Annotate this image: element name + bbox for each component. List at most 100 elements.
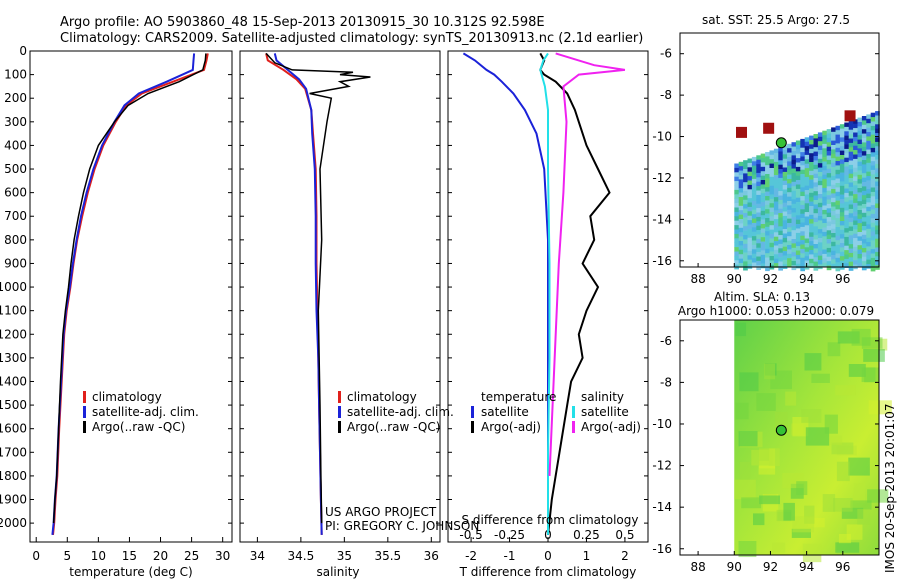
sst-cell bbox=[760, 250, 766, 256]
sst-cell bbox=[875, 181, 880, 187]
sst-cell bbox=[844, 250, 849, 255]
sst-cell bbox=[760, 175, 766, 181]
sst-cell bbox=[751, 174, 757, 180]
sst-cell bbox=[800, 231, 805, 236]
sst-cell bbox=[782, 185, 788, 190]
sst-cell bbox=[826, 181, 832, 187]
sst-cell bbox=[743, 235, 748, 240]
sst-cell bbox=[839, 251, 845, 257]
sst-cell bbox=[866, 123, 871, 128]
sst-cell bbox=[809, 197, 814, 202]
sst-cell bbox=[791, 195, 797, 200]
sst-cell bbox=[835, 231, 841, 237]
sst-cell bbox=[778, 199, 783, 205]
sst-cell bbox=[866, 145, 871, 150]
x-tick-label: 36 bbox=[424, 549, 439, 563]
sst-cell bbox=[760, 180, 766, 185]
sst-cell bbox=[795, 228, 801, 234]
sst-cell bbox=[835, 244, 841, 250]
sst-cell bbox=[822, 157, 827, 162]
difference-lines bbox=[462, 52, 626, 536]
sst-cell bbox=[857, 262, 863, 268]
sst-cell bbox=[875, 133, 880, 138]
sla-patch bbox=[735, 322, 747, 337]
sst-cell bbox=[817, 158, 823, 164]
sst-cell bbox=[778, 208, 783, 214]
sst-cell bbox=[760, 158, 766, 163]
y-tick-label: 300 bbox=[4, 115, 27, 129]
sst-cell bbox=[787, 205, 792, 211]
sst-cell bbox=[866, 136, 871, 142]
legend-label-argo: Argo(..raw -QC) bbox=[347, 420, 440, 434]
map-y-tick-label: -12 bbox=[652, 459, 672, 473]
sst-cell bbox=[765, 213, 770, 219]
map-y-tick-label: -16 bbox=[652, 254, 672, 268]
sst-cell bbox=[853, 202, 858, 208]
sst-cell bbox=[870, 222, 876, 228]
sst-cell bbox=[835, 187, 841, 193]
sst-cell bbox=[835, 266, 841, 272]
sst-cell bbox=[839, 133, 845, 138]
series-line bbox=[52, 53, 207, 524]
sst-cell bbox=[747, 171, 753, 177]
sst-cell bbox=[831, 131, 836, 137]
header-title: Argo profile: AO 5903860_48 15-Sep-2013 … bbox=[60, 15, 545, 30]
sst-cell bbox=[826, 212, 832, 218]
y-tick-label: 600 bbox=[4, 186, 27, 200]
sst-cell bbox=[795, 153, 801, 159]
sst-cell bbox=[800, 209, 805, 214]
sst-cell bbox=[756, 155, 761, 160]
y-tick-label: 200 bbox=[4, 91, 27, 105]
sst-cell bbox=[751, 253, 757, 259]
sst-cell bbox=[778, 186, 783, 192]
sst-cell bbox=[839, 168, 845, 173]
sst-cell bbox=[760, 259, 766, 264]
sst-cell bbox=[870, 183, 876, 188]
sst-cell bbox=[826, 265, 832, 271]
sst-cell bbox=[804, 168, 810, 173]
sst-cell bbox=[861, 221, 867, 227]
sst-cell bbox=[769, 203, 775, 208]
sst-cell bbox=[835, 183, 841, 188]
sst-cell bbox=[778, 239, 783, 245]
sst-cell bbox=[765, 266, 770, 272]
sst-cell bbox=[769, 154, 775, 160]
sst-cell bbox=[751, 209, 757, 215]
sst-cell bbox=[778, 221, 783, 227]
sst-cell bbox=[857, 161, 863, 167]
sst-cell bbox=[835, 125, 841, 131]
sla-patch bbox=[735, 402, 749, 420]
sla-patch bbox=[811, 373, 830, 383]
sst-cell bbox=[760, 215, 766, 220]
sst-cell bbox=[853, 185, 858, 190]
sst-cell bbox=[804, 163, 810, 169]
sst-cell bbox=[848, 147, 854, 152]
sst-cell bbox=[839, 137, 845, 143]
x-tick-label: 5 bbox=[63, 549, 71, 563]
sst-cell bbox=[857, 130, 863, 136]
sst-cell bbox=[866, 255, 871, 260]
sst-cell bbox=[875, 141, 880, 147]
sla-patch bbox=[807, 518, 825, 528]
sst-cell bbox=[875, 128, 880, 134]
sst-cell bbox=[773, 179, 779, 185]
sst-cell bbox=[826, 195, 832, 200]
sst-cell bbox=[835, 134, 841, 140]
y-tick-label: 1000 bbox=[0, 280, 27, 294]
sst-cell bbox=[817, 242, 823, 248]
sst-cell bbox=[800, 218, 805, 223]
sst-cell bbox=[853, 198, 858, 204]
sst-cell bbox=[765, 262, 770, 267]
sst-cell bbox=[791, 142, 797, 147]
sst-cell bbox=[861, 160, 867, 165]
sst-cell bbox=[857, 254, 863, 259]
sla-patch bbox=[758, 465, 776, 475]
sst-cell bbox=[848, 208, 854, 214]
sla-patch bbox=[857, 508, 871, 525]
map-y-tick-label: -8 bbox=[660, 88, 672, 102]
x-tick-label: 30 bbox=[215, 549, 230, 563]
sst-cell bbox=[844, 228, 849, 233]
sst-cell bbox=[831, 167, 836, 172]
sst-cell bbox=[791, 221, 797, 227]
sst-cell bbox=[853, 167, 858, 173]
